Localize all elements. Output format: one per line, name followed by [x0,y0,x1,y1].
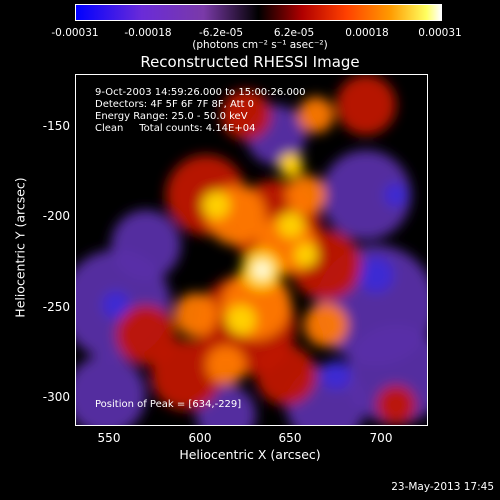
info-energy: Energy Range: 25.0 - 50.0 keV [95,111,248,122]
heatmap-blob [253,261,271,279]
colorbar-tick: 0.00031 [418,27,462,39]
colorbar [75,4,442,21]
x-tick-label: 650 [278,431,302,445]
x-axis-label: Heliocentric X (arcsec) [179,447,321,462]
heatmap-blob [256,345,316,405]
y-tick-label: -300 [42,390,70,404]
info-time: 9-Oct-2003 14:59:26.000 to 15:00:26.000 [95,87,306,98]
heatmap-blob [376,385,416,425]
heatmap-blob [151,340,221,410]
colorbar-tick: -0.00018 [124,27,172,39]
heatmap-blob [278,212,304,238]
info-method: Clean Total counts: 4.14E+04 [95,123,256,134]
heatmap-blob [304,303,348,347]
colorbar-tick: -0.00031 [51,27,99,39]
colorbar-tick: 6.2e-05 [273,27,315,39]
y-tick-label: -250 [42,300,70,314]
heatmap-blob [174,293,218,337]
heatmap-blob [221,90,271,140]
heatmap-blob [279,153,303,177]
heatmap-blob [202,191,230,219]
heatmap-blob [226,305,256,335]
heatmap-blob [76,355,146,425]
heatmap-blob [294,243,318,267]
colorbar-units: (photons cm⁻² s⁻¹ asec⁻²) [192,39,328,51]
y-tick-label: -200 [42,209,70,223]
heatmap-blob [111,210,181,280]
heatmap-image [76,75,427,425]
chart-title: Reconstructed RHESSI Image [140,53,360,71]
heatmap-blob [358,257,394,293]
heatmap-blob [206,345,246,385]
x-tick-label: 600 [188,431,212,445]
heatmap-blob [286,175,326,215]
timestamp: 23-May-2013 17:45 [391,481,494,493]
colorbar-tick: 0.00018 [345,27,389,39]
y-tick-label: -150 [42,119,70,133]
colorbar-tick: -6.2e-05 [198,27,244,39]
heatmap-blob [116,305,176,365]
heatmap-blob [336,75,396,135]
y-axis-label: Heliocentric Y (arcsec) [12,177,28,318]
heatmap-blob [102,291,130,319]
plot-area [75,74,428,426]
x-tick-label: 550 [97,431,121,445]
x-tick-label: 700 [369,431,393,445]
info-detectors: Detectors: 4F 5F 6F 7F 8F, Att 0 [95,99,255,110]
heatmap-blob [384,183,408,207]
heatmap-blob [321,150,411,240]
heatmap-blob [321,360,351,390]
peak-position: Position of Peak = [634,-229] [95,399,242,410]
heatmap-blob [298,97,334,133]
